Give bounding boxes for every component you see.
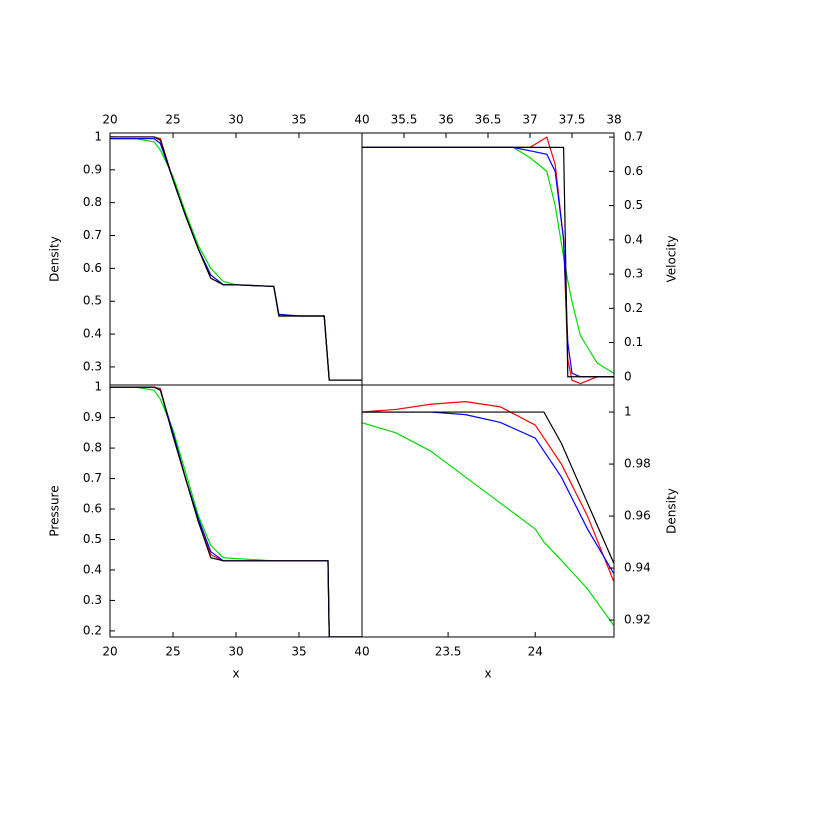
y-tick-label: 0.5 <box>83 532 102 546</box>
x-tick-label: 24 <box>528 645 543 659</box>
x-tick-label: 30 <box>228 113 243 127</box>
series-line <box>362 422 614 626</box>
y-tick-label: 0.9 <box>83 162 102 176</box>
panel-frame <box>361 132 615 386</box>
panel-frame <box>109 384 363 638</box>
plot-area <box>362 401 614 626</box>
series-line <box>110 386 362 637</box>
x-tick-label: 25 <box>165 113 180 127</box>
x-tick-label: 30 <box>228 645 243 659</box>
x-tick-label: 35 <box>291 113 306 127</box>
y-tick-label: 0.4 <box>624 232 643 246</box>
x-tick-label: 40 <box>354 645 369 659</box>
y-tick-label: 0.7 <box>83 471 102 485</box>
plot-area <box>362 136 614 385</box>
panel-frame <box>109 132 363 386</box>
y-tick-label: 0 <box>624 369 632 383</box>
x-axis-label: x <box>232 667 239 681</box>
plot-area <box>110 386 362 637</box>
series-line <box>362 411 614 564</box>
series-line <box>110 386 362 637</box>
y-tick-label: 1 <box>624 405 632 419</box>
x-tick-label: 20 <box>102 113 117 127</box>
series-line <box>110 386 362 637</box>
series-line <box>110 386 362 637</box>
y-tick-label: 0.8 <box>83 441 102 455</box>
y-tick-label: 0.5 <box>624 198 643 212</box>
y-tick-label: 0.6 <box>624 164 643 178</box>
y-tick-label: 0.7 <box>624 130 643 144</box>
series-line <box>362 146 614 378</box>
y-tick-label: 1 <box>94 380 102 394</box>
series-line <box>362 136 614 385</box>
y-tick-label: 0.3 <box>83 359 102 373</box>
y-tick-label: 0.98 <box>624 457 651 471</box>
y-tick-label: 0.6 <box>83 502 102 516</box>
y-axis-label: Pressure <box>48 485 62 536</box>
y-tick-label: 0.96 <box>624 509 651 523</box>
y-tick-label: 0.3 <box>624 267 643 281</box>
plot-area <box>110 136 362 381</box>
y-tick-label: 1 <box>94 129 102 143</box>
y-tick-label: 0.1 <box>624 335 643 349</box>
y-tick-label: 0.2 <box>624 301 643 315</box>
series-line <box>362 146 614 378</box>
series-line <box>362 401 614 582</box>
y-tick-label: 0.4 <box>83 327 102 341</box>
y-tick-label: 0.4 <box>83 562 102 576</box>
y-tick-label: 0.3 <box>83 593 102 607</box>
series-line <box>110 137 362 381</box>
y-axis-label: Density <box>48 236 62 282</box>
x-tick-label: 37 <box>522 113 537 127</box>
series-line <box>362 146 614 374</box>
x-tick-label: 38 <box>606 113 621 127</box>
panel-frame <box>361 384 615 638</box>
x-axis-label: x <box>484 667 491 681</box>
y-tick-label: 0.94 <box>624 561 651 575</box>
y-tick-label: 0.7 <box>83 228 102 242</box>
y-tick-label: 0.2 <box>83 623 102 637</box>
x-tick-label: 36 <box>438 113 453 127</box>
y-tick-label: 0.6 <box>83 261 102 275</box>
x-tick-label: 25 <box>165 645 180 659</box>
y-tick-label: 0.8 <box>83 195 102 209</box>
x-tick-label: 35 <box>291 645 306 659</box>
series-line <box>110 136 362 381</box>
x-tick-label: 35.5 <box>391 113 418 127</box>
y-tick-label: 0.9 <box>83 410 102 424</box>
y-axis-label: Density <box>665 488 679 534</box>
x-tick-label: 36.5 <box>475 113 502 127</box>
x-tick-label: 23.5 <box>435 645 462 659</box>
x-tick-label: 20 <box>102 645 117 659</box>
x-tick-label: 40 <box>354 113 369 127</box>
y-tick-label: 0.5 <box>83 294 102 308</box>
x-tick-label: 37.5 <box>559 113 586 127</box>
y-tick-label: 0.92 <box>624 613 651 627</box>
y-axis-label: Velocity <box>665 235 679 282</box>
series-line <box>110 136 362 381</box>
series-line <box>110 137 362 381</box>
